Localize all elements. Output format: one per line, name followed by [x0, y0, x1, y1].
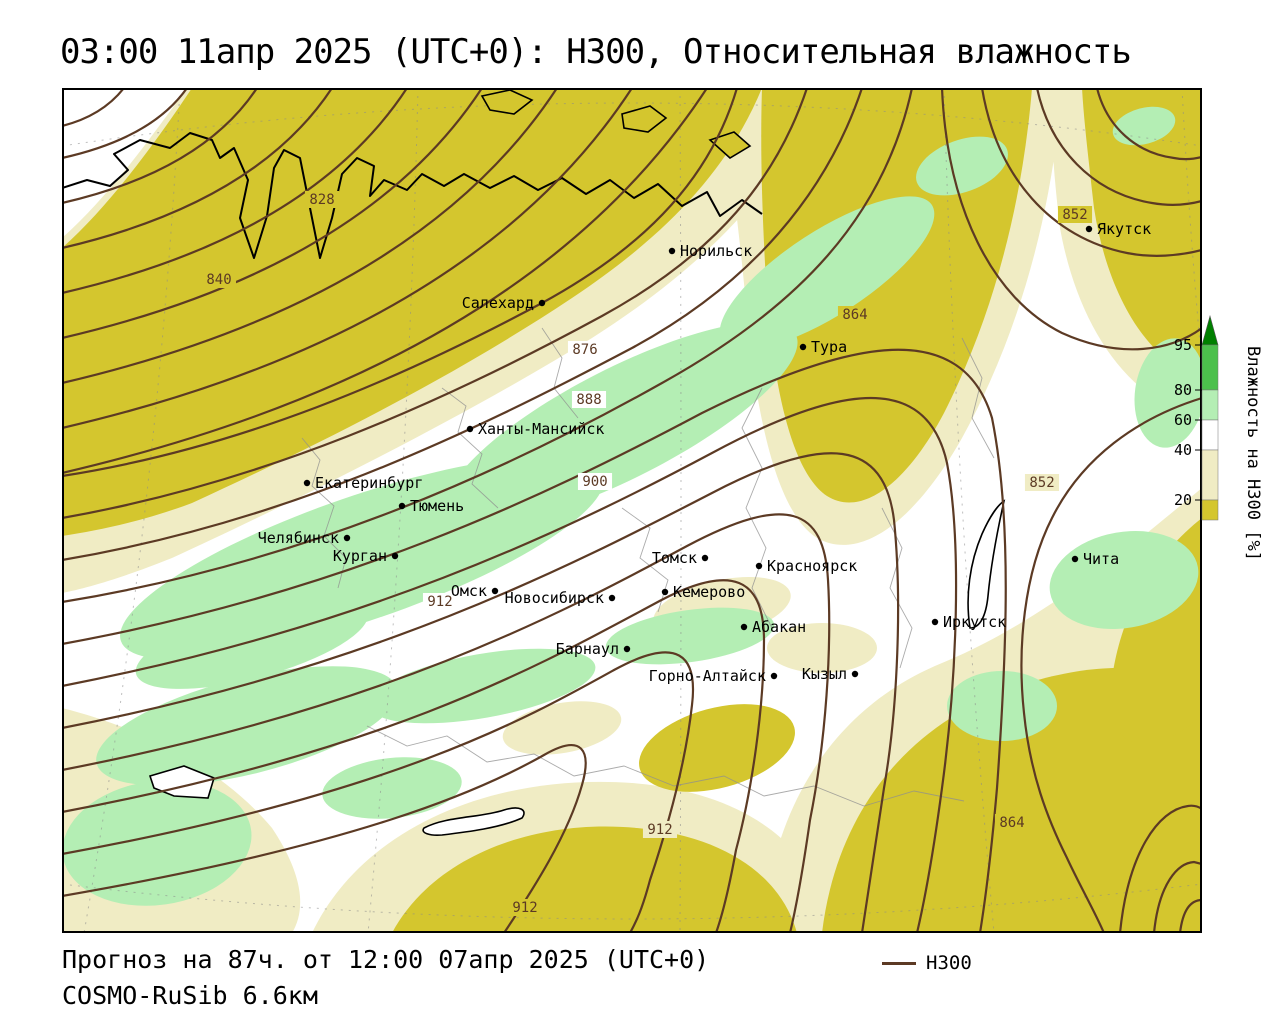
contour-label: 864 [837, 306, 873, 323]
map-container: 828 840 852 864 876 888 900 852 912 912 864 912 Нор… [62, 88, 1202, 933]
island [480, 89, 534, 115]
arctic-coastline [62, 132, 763, 259]
svg-text:852: 852 [1029, 475, 1054, 491]
city-label: Абакан [752, 618, 806, 636]
city-marker: Иркутск [931, 613, 1006, 631]
legend-label: H300 [926, 952, 972, 974]
humidity-fill-layer [62, 88, 1202, 933]
contour-label: 912 [642, 821, 678, 838]
graticule-layer [62, 88, 1202, 933]
island [621, 105, 668, 133]
colorbar-segment [1201, 499, 1219, 521]
legend-line-swatch [882, 961, 916, 965]
city-marker: Тюмень [398, 497, 464, 515]
city-marker: Якутск [1085, 220, 1151, 238]
city-label: Якутск [1097, 220, 1151, 238]
contour-label: 840 [201, 271, 237, 288]
city-marker: Салехард [462, 294, 546, 312]
svg-text:852: 852 [1062, 207, 1087, 223]
city-label: Салехард [462, 294, 534, 312]
city-marker: Чита [1071, 550, 1119, 568]
colorbar-segment [1201, 419, 1219, 451]
colorbar-segment [1201, 449, 1219, 501]
humidity-colorbar: 95 80 60 40 20 [1174, 314, 1219, 521]
contour-label: 864 [994, 814, 1030, 831]
contour-label: 912 [507, 899, 543, 916]
svg-text:912: 912 [512, 900, 537, 916]
colorbar-tick-label: 80 [1174, 381, 1192, 399]
city-label: Кемерово [673, 583, 745, 601]
island [708, 131, 752, 159]
svg-text:900: 900 [582, 474, 607, 490]
city-marker: Томск [652, 549, 709, 567]
colorbar-tick-label: 20 [1174, 491, 1192, 509]
city-label: Тюмень [410, 497, 464, 515]
contour-label: 852 [1057, 206, 1093, 223]
svg-text:864: 864 [999, 815, 1024, 831]
svg-text:840: 840 [206, 272, 231, 288]
svg-text:864: 864 [842, 307, 867, 323]
city-marker: Абакан [740, 618, 806, 636]
svg-text:912: 912 [647, 822, 672, 838]
colorbar-tick-label: 40 [1174, 441, 1192, 459]
colorbar-tip [1201, 314, 1219, 346]
city-marker: Екатеринбург [303, 474, 423, 492]
lake-baikal [967, 499, 1006, 629]
city-marker: Тура [799, 338, 847, 356]
city-marker: Горно-Алтайск [649, 667, 778, 685]
legend: H300 [882, 952, 972, 974]
cities: Норильск Салехард Тура Якутск Ханты-Мансийск… [258, 220, 1151, 685]
contour-label: 912 [422, 593, 458, 610]
city-marker: Новосибирск [505, 589, 616, 607]
contour-label: 876 [567, 341, 603, 358]
city-label: Омск [451, 582, 487, 600]
city-label: Красноярск [767, 557, 857, 575]
city-label: Ханты-Мансийск [478, 420, 604, 438]
city-marker: Челябинск [258, 529, 351, 547]
city-marker: Кемерово [661, 583, 745, 601]
city-marker: Барнаул [556, 640, 631, 658]
colorbar-tick-label: 60 [1174, 411, 1192, 429]
page-title: 03:00 11апр 2025 (UTC+0): H300, Относите… [60, 32, 1132, 72]
map-border [62, 88, 1202, 933]
colorbar-title: Влажность на H300 [%] [1243, 346, 1263, 561]
svg-text:912: 912 [427, 594, 452, 610]
city-label: Томск [652, 549, 697, 567]
contour-layer [62, 88, 1202, 933]
svg-text:828: 828 [309, 192, 334, 208]
contour-labels: 828 840 852 864 876 888 900 852 912 912 864 912 [201, 191, 1093, 916]
city-label: Иркутск [943, 613, 1006, 631]
city-label: Екатеринбург [315, 474, 423, 492]
model-info: COSMO-RuSib 6.6км [62, 981, 318, 1010]
colorbar-tick-label: 95 [1174, 336, 1192, 354]
city-label: Норильск [680, 242, 752, 260]
city-marker: Ханты-Мансийск [466, 420, 604, 438]
city-marker: Красноярск [755, 557, 857, 575]
svg-text:876: 876 [572, 342, 597, 358]
contour-label: 828 [304, 191, 340, 208]
city-label: Барнаул [556, 640, 619, 658]
city-marker: Норильск [668, 242, 752, 260]
coastline-layer [62, 89, 1006, 836]
contour-label: 900 [577, 473, 613, 490]
city-label: Кызыл [802, 665, 847, 683]
contour-label: 852 [1024, 474, 1060, 491]
contour-label: 888 [571, 391, 607, 408]
city-marker: Кызыл [802, 665, 859, 683]
city-marker: Омск [451, 582, 499, 600]
city-label: Челябинск [258, 529, 339, 547]
city-label: Горно-Алтайск [649, 667, 766, 685]
lake [422, 807, 525, 836]
forecast-info: Прогноз на 87ч. от 12:00 07апр 2025 (UTC… [62, 945, 710, 974]
city-label: Чита [1083, 550, 1119, 568]
city-marker: Курган [333, 547, 399, 565]
colorbar-segment [1201, 344, 1219, 391]
colorbar-segment [1201, 389, 1219, 421]
weather-map: 828 840 852 864 876 888 900 852 912 912 864 912 Нор… [62, 88, 1202, 933]
svg-text:888: 888 [576, 392, 601, 408]
city-label: Новосибирск [505, 589, 604, 607]
city-label: Тура [811, 338, 847, 356]
city-label: Курган [333, 547, 387, 565]
